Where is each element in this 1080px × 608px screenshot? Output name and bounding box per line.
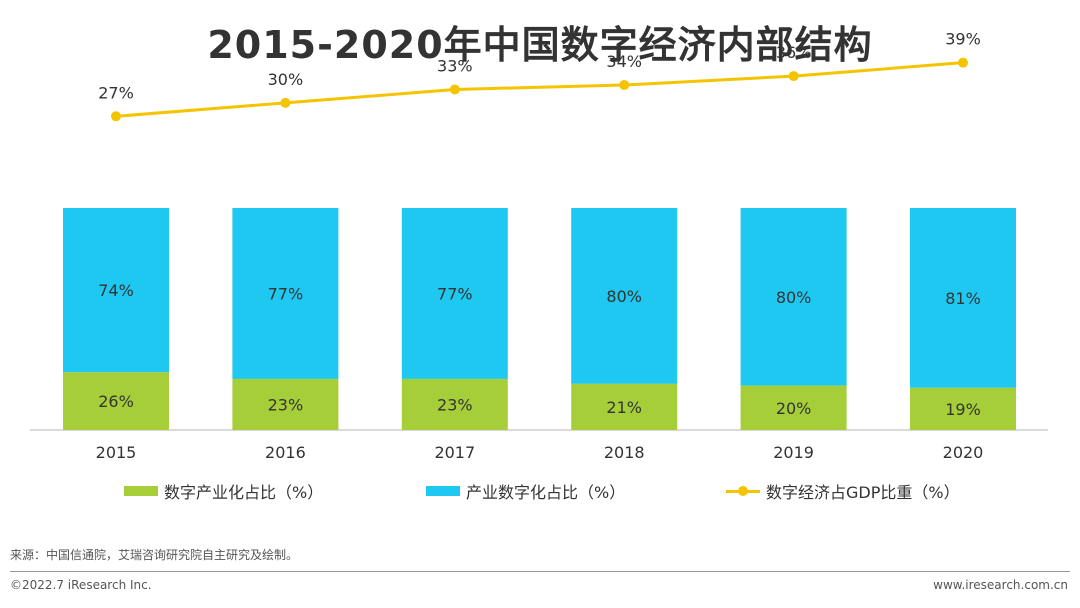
data-label-gdp-share-2018: 34% — [606, 52, 642, 71]
data-label-industrialization-2020: 19% — [945, 400, 981, 419]
legend-swatch-line — [726, 486, 760, 496]
data-label-gdp-share-2017: 33% — [437, 56, 473, 75]
legend-item-digitization: 产业数字化占比（%） — [426, 480, 625, 502]
bar-digitization-2017 — [401, 208, 508, 379]
bar-digitization-2020 — [910, 208, 1016, 388]
bar-industrialization-2020 — [910, 387, 1016, 430]
bar-digitization-2016 — [232, 208, 339, 379]
data-label-gdp-share-2020: 39% — [945, 30, 981, 49]
point-gdp-share-2018 — [619, 80, 630, 91]
data-label-industrialization-2017: 23% — [437, 395, 473, 414]
legend-label-industrialization: 数字产业化占比（%） — [164, 483, 324, 502]
data-label-gdp-share-2019: 36% — [776, 43, 812, 62]
bar-industrialization-2016 — [232, 378, 339, 430]
legend-label-gdp-share: 数字经济占GDP比重（%） — [766, 483, 960, 502]
x-tick-label-2020: 2020 — [943, 443, 984, 462]
data-label-industrialization-2015: 26% — [98, 392, 134, 411]
x-tick-label-2016: 2016 — [265, 443, 306, 462]
data-label-gdp-share-2015: 27% — [98, 83, 134, 102]
legend-item-gdp-share: 数字经济占GDP比重（%） — [726, 480, 960, 502]
data-label-digitization-2017: 77% — [437, 284, 473, 303]
data-label-digitization-2020: 81% — [945, 289, 981, 308]
data-label-digitization-2015: 74% — [98, 281, 134, 300]
point-gdp-share-2015 — [111, 111, 121, 122]
data-label-industrialization-2018: 21% — [606, 398, 642, 417]
x-tick-label-2015: 2015 — [96, 443, 137, 462]
copyright-text: ©2022.7 iResearch Inc. — [10, 578, 152, 592]
legend-swatch-blue — [426, 486, 460, 496]
point-gdp-share-2016 — [280, 97, 291, 108]
bar-industrialization-2017 — [401, 378, 508, 430]
legend-label-digitization: 产业数字化占比（%） — [466, 483, 626, 502]
source-note: 来源：中国信通院，艾瑞咨询研究院自主研究及绘制。 — [10, 548, 299, 562]
data-label-gdp-share-2016: 30% — [268, 70, 304, 89]
bar-industrialization-2015 — [63, 372, 169, 430]
bar-digitization-2019 — [740, 208, 847, 386]
chart-title: 2015-2020年中国数字经济内部结构 — [207, 23, 873, 67]
line-gdp-share — [115, 61, 964, 118]
bar-industrialization-2018 — [571, 383, 678, 430]
data-label-industrialization-2019: 20% — [776, 399, 812, 418]
data-label-digitization-2018: 80% — [606, 287, 642, 306]
data-label-digitization-2016: 77% — [268, 284, 304, 303]
x-tick-label-2017: 2017 — [434, 443, 475, 462]
website-link[interactable]: www.iresearch.com.cn — [933, 578, 1068, 592]
bar-digitization-2015 — [63, 208, 169, 373]
legend-item-industrialization: 数字产业化占比（%） — [124, 480, 323, 502]
footer-divider — [10, 571, 1070, 572]
point-gdp-share-2017 — [449, 84, 460, 95]
x-tick-label-2018: 2018 — [604, 443, 645, 462]
bar-digitization-2018 — [571, 208, 678, 384]
legend-swatch-green — [124, 486, 158, 496]
point-gdp-share-2020 — [958, 57, 968, 68]
point-gdp-share-2019 — [788, 71, 799, 82]
data-label-industrialization-2016: 23% — [268, 395, 304, 414]
data-label-digitization-2019: 80% — [776, 288, 812, 307]
x-tick-label-2019: 2019 — [773, 443, 814, 462]
bar-industrialization-2019 — [740, 385, 847, 430]
